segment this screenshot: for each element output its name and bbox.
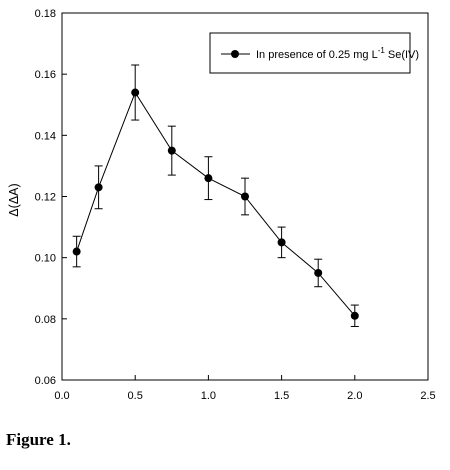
y-tick-label: 0.06 (35, 375, 56, 387)
data-point (241, 192, 249, 201)
x-tick-label: 0.5 (128, 390, 143, 402)
y-tick-label: 0.14 (35, 130, 56, 142)
y-axis-title: Δ(ΔA) (7, 183, 21, 216)
y-tick-label: 0.12 (35, 192, 56, 204)
y-axis: 0.06 0.08 0.10 0.12 0.14 0.16 0.18 (35, 8, 67, 387)
data-point (94, 183, 103, 192)
y-tick-label: 0.10 (35, 253, 56, 265)
legend-marker (231, 50, 239, 58)
data-point (167, 146, 176, 155)
series-line (76, 91, 356, 317)
x-tick-label: 2.0 (347, 390, 362, 402)
data-point (72, 247, 81, 256)
x-tick-label: 1.5 (274, 390, 289, 402)
legend: In presence of 0.25 mg L-1 Se(IV) (209, 32, 419, 74)
x-tick-label: 2.5 (420, 390, 435, 402)
data-point (350, 311, 359, 320)
x-tick-label: 0.0 (54, 390, 69, 402)
series (72, 64, 359, 327)
legend-label: In presence of 0.25 mg L-1 Se(IV) (256, 46, 419, 61)
chart: 0.06 0.08 0.10 0.12 0.14 0.16 0.18 0.0 0.5 1.0 1.… (7, 8, 436, 402)
legend-box (209, 32, 411, 74)
x-axis: 0.0 0.5 1.0 1.5 2.0 2.5 (54, 375, 436, 402)
data-point (204, 174, 213, 183)
y-tick-label: 0.18 (35, 8, 56, 20)
figure-caption: Figure 1. (6, 430, 71, 449)
data-point (314, 268, 323, 277)
y-tick-label: 0.16 (35, 69, 56, 81)
data-point (277, 238, 286, 247)
y-tick-label: 0.08 (35, 314, 56, 326)
x-tick-label: 1.0 (201, 390, 216, 402)
data-point (131, 88, 140, 97)
